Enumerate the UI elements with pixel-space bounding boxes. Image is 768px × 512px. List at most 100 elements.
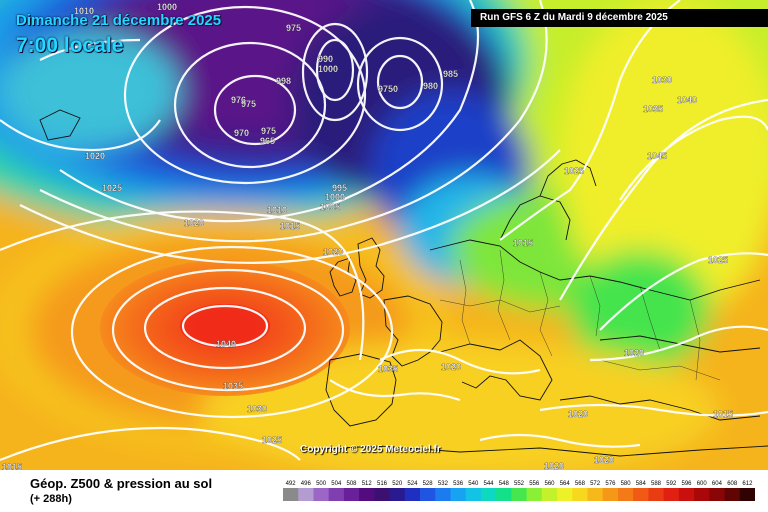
legend-color-swatch [541,488,558,501]
isobar-label: 1030 [247,404,267,414]
legend-color-swatch [389,488,406,501]
legend-tick-label: 588 [651,481,662,487]
forecast-time-title: 7:00 locale [16,34,124,57]
legend-color-swatch [343,488,360,501]
isobar-label: 1005 [320,202,340,212]
legend-tick-label: 580 [621,481,632,487]
isobar-label: 1040 [677,95,697,105]
legend-color-swatch [694,488,710,501]
legend-color-swatch [404,488,421,501]
isobar-label: 1000 [157,2,177,12]
legend-tick-label: 584 [636,481,647,487]
legend-color-swatch [618,488,634,501]
legend-color-swatch [435,488,451,501]
legend-color-swatch [328,488,345,501]
legend-color-swatch [359,488,375,501]
legend-tick-label: 596 [681,481,692,487]
legend-color-swatch [526,488,543,501]
legend-tick-label: 544 [483,481,494,487]
forecast-date-title: Dimanche 21 décembre 2025 [16,12,222,29]
isobar-label: 1035 [643,104,663,114]
copyright-notice: Copyright © 2025 Meteociel.fr [300,444,441,455]
legend-tick-label: 564 [560,481,571,487]
country-borders [439,249,721,381]
run-info-banner [471,9,768,27]
isobar-label: 1020 [441,362,461,372]
isobar-label: 1035 [223,381,243,391]
product-title: Géop. Z500 & pression au sol [30,476,213,491]
legend-color-swatch [420,488,436,501]
isobar-label: 990 [318,54,333,64]
isobar-label: 1000 [325,192,345,202]
legend-tick-label: 556 [529,481,540,487]
legend-color-swatch [313,488,330,501]
legend-color-swatch [648,488,665,501]
legend-tick-label: 512 [362,481,373,487]
legend-color-swatch [739,488,755,501]
legend-tick-label: 560 [544,481,555,487]
legend-tick-label: 568 [575,481,586,487]
legend-color-swatch [587,488,604,501]
legend-tick-label: 612 [742,481,753,487]
legend-color-swatch [633,488,649,501]
isobar-label: 1030 [652,75,672,85]
legend-tick-label: 576 [605,481,616,487]
legend-color-swatch [450,488,467,501]
legend-tick-label: 536 [453,481,464,487]
isobar-label: 9750 [378,84,398,94]
legend-color-swatch [283,488,299,501]
isobar-label: 1045 [647,151,667,161]
legend-color-swatch [465,488,482,501]
legend-tick-label: 592 [666,481,677,487]
legend-tick-label: 500 [316,481,327,487]
legend-tick-label: 572 [590,481,601,487]
isobar-label: 985 [443,69,458,79]
forecast-map: 975 990 1000 985 980 9750 998 976 975 97… [0,0,768,470]
legend-color-swatch [496,488,512,501]
legend-tick-label: 516 [377,481,388,487]
isobar-label: 1025 [708,255,728,265]
legend-color-swatch [480,488,497,501]
legend-color-swatch [663,488,680,501]
coastlines [39,109,768,457]
legend-tick-label: 604 [712,481,723,487]
isobar-label: 1025 [102,183,122,193]
legend-color-swatch [678,488,695,501]
legend-color-swatch [374,488,391,501]
isobar-label: 1020 [624,348,644,358]
geopotential-field [0,0,768,470]
legend-tick-label: 504 [331,481,342,487]
isobar-label: 1000 [318,64,338,74]
legend-tick-label: 492 [286,481,297,487]
legend-tick-label: 540 [468,481,479,487]
isobar-label: 975 [286,23,301,33]
isobar-label: 1020 [184,218,204,228]
legend-color-swatch [511,488,528,501]
isobar-label: 1020 [544,461,564,470]
isobar-label: 976 [231,95,246,105]
isobar-label: 1025 [262,435,282,445]
isobar-label: 998 [276,76,291,86]
legend-tick-label: 532 [438,481,449,487]
legend-tick-label: 528 [423,481,434,487]
legend-tick-label: 496 [301,481,312,487]
isobar-label: 965 [260,136,275,146]
legend-tick-label: 600 [697,481,708,487]
isobar-label: 1010 [267,205,287,215]
isobar-label: 995 [332,183,347,193]
isobar-label: 1040 [216,339,236,349]
legend-tick-label: 552 [514,481,525,487]
isobar-label: 1015 [513,238,533,248]
legend-color-swatch [602,488,619,501]
isobar-label: 1020 [323,247,343,257]
isobar-label: 1015 [280,221,300,231]
isobars [0,0,768,460]
legend-tick-label: 520 [392,481,403,487]
isobar-label: 980 [423,81,438,91]
isobar-labels: 975 990 1000 985 980 9750 998 976 975 97… [2,2,733,470]
isobar-label: 1020 [85,151,105,161]
legend-tick-label: 508 [346,481,357,487]
isobar-label: 1020 [594,455,614,465]
color-scale-legend: 492 496 500 504 508 512 516 520 524 528 532 536 540 5… [283,477,755,503]
